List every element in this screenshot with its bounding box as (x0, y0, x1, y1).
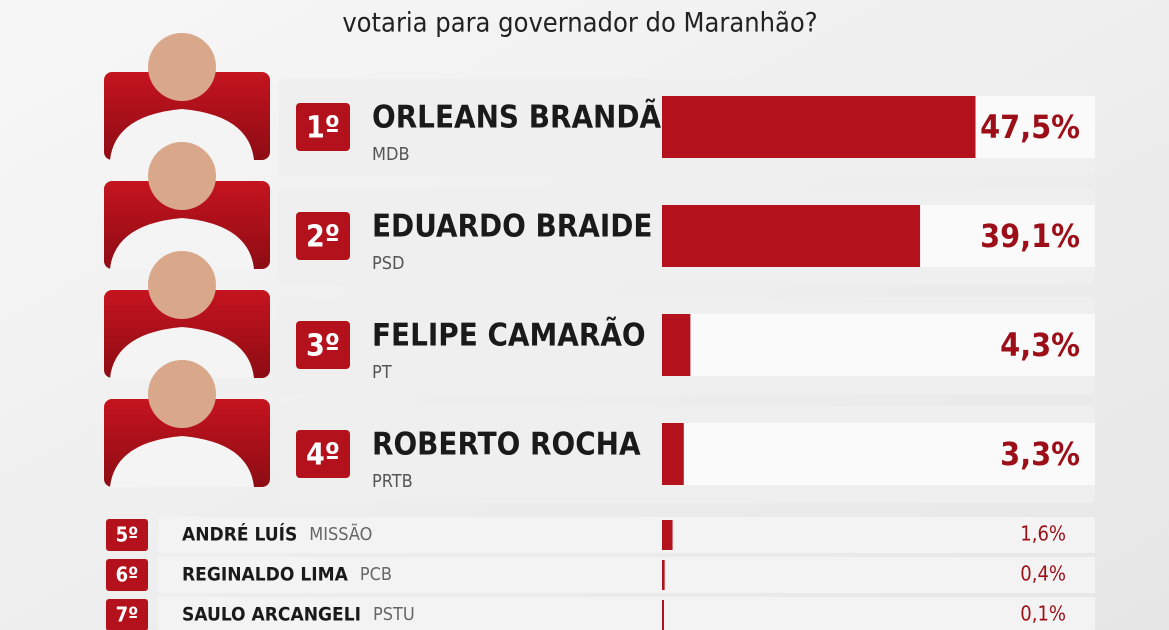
photo-body (110, 327, 254, 378)
rank-badge (296, 103, 350, 151)
rank-badge (296, 321, 350, 369)
value-label: 0,4% (1020, 562, 1066, 586)
rank: 3º (306, 329, 340, 364)
rank-badge (106, 599, 148, 630)
photo-head (148, 360, 216, 428)
bar-track (662, 314, 1095, 376)
bar (662, 600, 664, 630)
row-card (158, 517, 1095, 553)
party: PSD (372, 253, 405, 274)
bar (662, 96, 976, 158)
bar (662, 314, 691, 376)
candidate-name: REGINALDO LIMA (182, 564, 349, 586)
bar (662, 520, 673, 550)
value-label: 47,5% (980, 108, 1080, 146)
rank: 1º (306, 111, 340, 146)
value-label: 1,6% (1020, 522, 1066, 546)
rank: 4º (306, 438, 340, 473)
candidate-name: EDUARDO BRAIDE (372, 209, 652, 245)
value-label: 4,3% (1000, 326, 1080, 364)
party: PCB (360, 564, 392, 585)
bar-track (662, 423, 1095, 485)
photo-body (110, 218, 254, 269)
photo-head (148, 33, 216, 101)
party: PT (372, 362, 392, 383)
value-label: 0,1% (1020, 602, 1066, 626)
candidate-name: ORLEANS BRANDÃO (372, 99, 685, 136)
value-label: 39,1% (980, 217, 1080, 255)
rank-badge (106, 559, 148, 591)
rank-badge (296, 212, 350, 260)
rank: 7º (116, 603, 139, 627)
party: PSTU (373, 604, 415, 625)
photo-body (110, 109, 254, 160)
candidate-name: FELIPE CAMARÃO (372, 317, 646, 354)
value-label: 3,3% (1000, 435, 1080, 473)
row-card (158, 597, 1095, 630)
rank-badge (296, 430, 350, 478)
bar (662, 205, 921, 267)
candidate-name: ROBERTO ROCHA (372, 427, 641, 463)
party: MDB (372, 144, 410, 165)
rank-badge (106, 519, 148, 551)
bar (662, 560, 665, 590)
rank: 6º (116, 563, 139, 587)
candidate-name: SAULO ARCANGELI (182, 604, 361, 626)
rank: 5º (116, 523, 139, 547)
party: MISSÃO (309, 523, 372, 545)
photo-body (110, 436, 254, 487)
candidate-name: ANDRÉ LUÍS (182, 523, 297, 546)
photo-head (148, 142, 216, 210)
photo-head (148, 251, 216, 319)
row-card (158, 557, 1095, 593)
title: votaria para governador do Maranhão? (342, 8, 817, 39)
rank: 2º (306, 220, 340, 255)
party: PRTB (372, 471, 413, 492)
bar (662, 423, 684, 485)
